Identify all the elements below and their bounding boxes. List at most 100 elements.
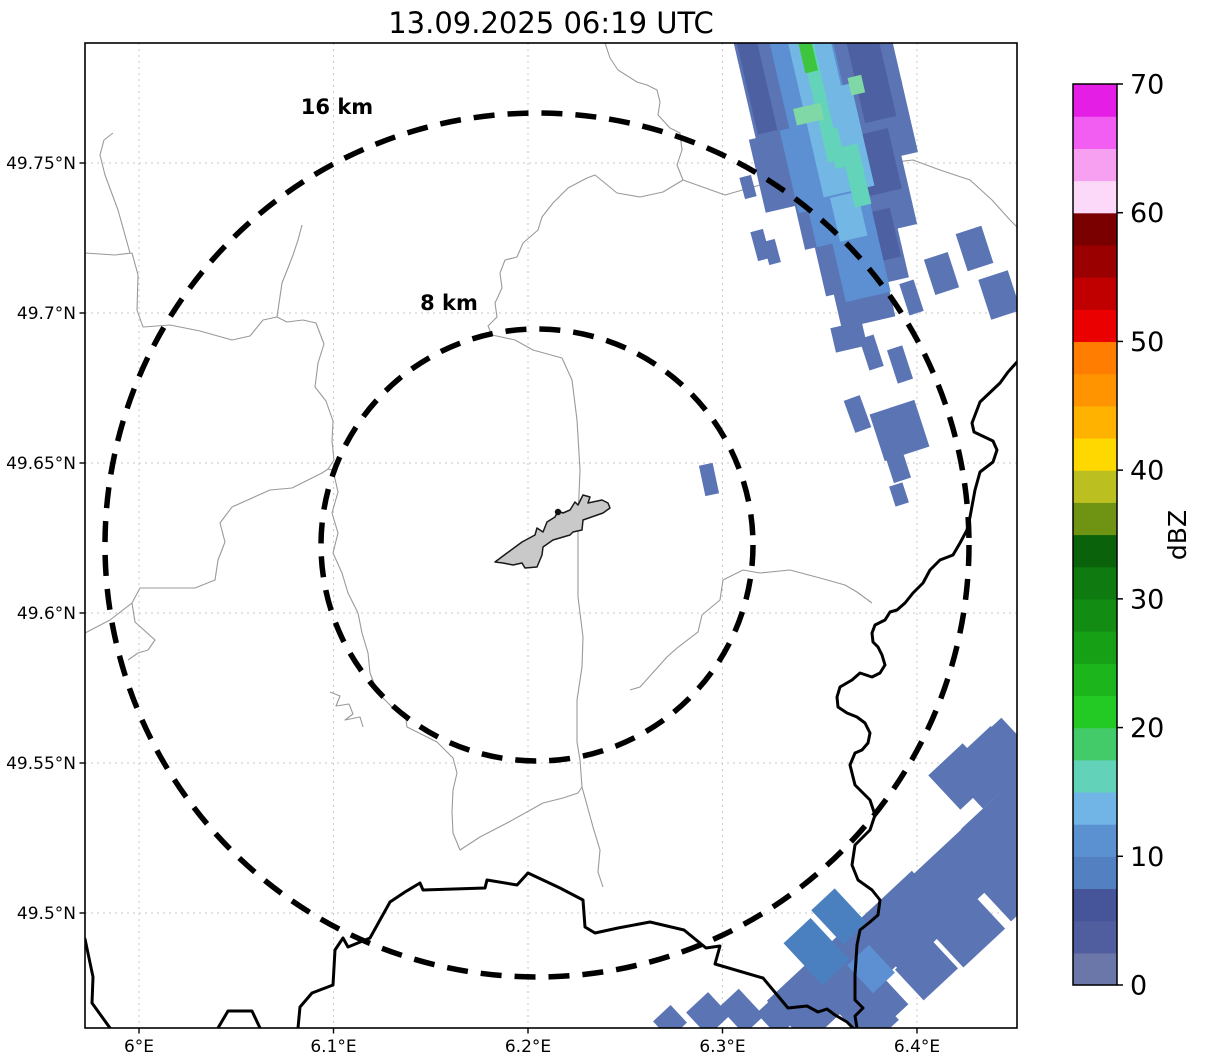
- precip-cell: [847, 944, 895, 994]
- colorbar-band: [1073, 856, 1117, 890]
- colorbar-tick-label: 10: [1130, 842, 1164, 873]
- country-borders: [85, 360, 1017, 1028]
- precip-cell: [955, 225, 994, 272]
- precip-cell: [960, 783, 1017, 875]
- y-tick-label: 49.7°N: [17, 304, 76, 324]
- y-tick-label: 49.5°N: [17, 904, 76, 924]
- precip-cell: [826, 127, 847, 169]
- colorbar-title: dBZ: [1163, 510, 1192, 560]
- precip-cell: [783, 918, 850, 985]
- precip-cell: [736, 43, 778, 135]
- precip-cell: [698, 462, 720, 497]
- precip-cell: [763, 238, 781, 266]
- precip-cell: [948, 917, 982, 951]
- precip-cell: [793, 102, 825, 126]
- precip-cell: [793, 43, 819, 74]
- colorbar-band: [1073, 405, 1117, 439]
- admin-boundary-line: [85, 252, 335, 470]
- admin-boundary-line: [327, 468, 583, 851]
- colorbar-band: [1073, 791, 1117, 825]
- precip-cell: [889, 482, 909, 507]
- colorbar-tick-label: 50: [1130, 327, 1164, 358]
- colorbar-tick-label: 70: [1130, 70, 1164, 101]
- precip-cell: [978, 851, 1017, 922]
- precip-cell: [739, 174, 757, 200]
- precip-cell: [653, 1005, 687, 1028]
- precipitation-cells: [653, 43, 1017, 1028]
- colorbar-band: [1073, 437, 1117, 471]
- colorbar-band: [1073, 148, 1117, 182]
- precip-cell: [864, 1003, 899, 1028]
- admin-boundary-line: [276, 224, 303, 318]
- range-ring-labels: 16 km 8 km: [301, 95, 478, 315]
- y-tick-label: 49.75°N: [6, 154, 76, 174]
- colorbar-tick-label: 0: [1130, 971, 1147, 1002]
- admin-boundary-line: [604, 43, 684, 181]
- radar-site-marker: [554, 508, 562, 516]
- colorbar-band: [1073, 888, 1117, 922]
- admin-boundaries: [85, 43, 1017, 888]
- colorbar-band: [1073, 116, 1117, 149]
- ring-label-8km: 8 km: [420, 291, 478, 315]
- map-frame: [84, 42, 1018, 1029]
- precip-cell: [830, 321, 868, 353]
- airport-outline: [494, 494, 611, 569]
- colorbar-band: [1073, 244, 1117, 278]
- country-border-line: [216, 1009, 262, 1028]
- admin-boundary-line: [127, 468, 329, 661]
- x-tick-label: 6.4°E: [894, 1037, 940, 1057]
- colorbar-frame: [1072, 83, 1118, 986]
- admin-boundary-line: [487, 174, 684, 359]
- country-border-line: [835, 360, 1017, 1028]
- colorbar-tick-label: 30: [1130, 584, 1164, 615]
- colorbar-band: [1073, 631, 1117, 664]
- x-tick-label: 6°E: [124, 1037, 154, 1057]
- x-tick-label: 6.1°E: [310, 1037, 356, 1057]
- y-tick-label: 49.55°N: [6, 754, 76, 774]
- precip-cell: [923, 252, 960, 295]
- admin-boundary-line: [561, 357, 604, 888]
- colorbar-band: [1073, 534, 1117, 568]
- x-tick-label: 6.3°E: [699, 1037, 745, 1057]
- colorbar-tick-label: 20: [1130, 713, 1164, 744]
- page-title: 13.09.2025 06:19 UTC: [388, 6, 714, 40]
- precip-cell: [884, 449, 912, 484]
- colorbar-band: [1073, 309, 1117, 343]
- map-frame-rect: [84, 42, 1018, 1029]
- colorbar-band: [1073, 920, 1117, 954]
- colorbar-band: [1073, 566, 1117, 600]
- precip-cell: [811, 888, 867, 945]
- x-tick-label: 6.2°E: [505, 1037, 551, 1057]
- admin-boundary-line: [329, 691, 364, 728]
- colorbar-band: [1073, 212, 1117, 246]
- precip-cell: [978, 270, 1017, 320]
- precip-cell: [963, 726, 1017, 782]
- colorbar-band: [1073, 502, 1117, 536]
- admin-boundary-line: [99, 132, 131, 254]
- colorbar-band: [1073, 470, 1117, 503]
- country-border-line: [296, 871, 855, 1028]
- precip-cell: [750, 228, 771, 262]
- colorbar-band: [1073, 824, 1117, 857]
- precip-cell: [840, 143, 872, 208]
- colorbar-band: [1073, 759, 1117, 793]
- colorbar-band: [1073, 727, 1117, 761]
- precip-cell: [686, 992, 730, 1028]
- gridlines: [85, 43, 1017, 1028]
- range-ring-8km: [318, 326, 756, 764]
- precip-cell: [756, 991, 802, 1028]
- precip-cell: [886, 345, 914, 384]
- precip-cell: [869, 399, 930, 462]
- ring-label-16km: 16 km: [301, 95, 373, 119]
- airport-shape: [494, 494, 611, 569]
- precip-cell: [894, 937, 959, 1001]
- country-border-line: [85, 937, 112, 1028]
- colorbar-band: [1073, 341, 1117, 375]
- precip-cell: [859, 334, 884, 371]
- colorbar-band: [1073, 663, 1117, 696]
- colorbar-tick-label: 60: [1130, 198, 1164, 229]
- colorbar-band: [1073, 277, 1117, 310]
- precip-top-blob: [732, 43, 918, 353]
- range-ring-16km: [102, 110, 972, 980]
